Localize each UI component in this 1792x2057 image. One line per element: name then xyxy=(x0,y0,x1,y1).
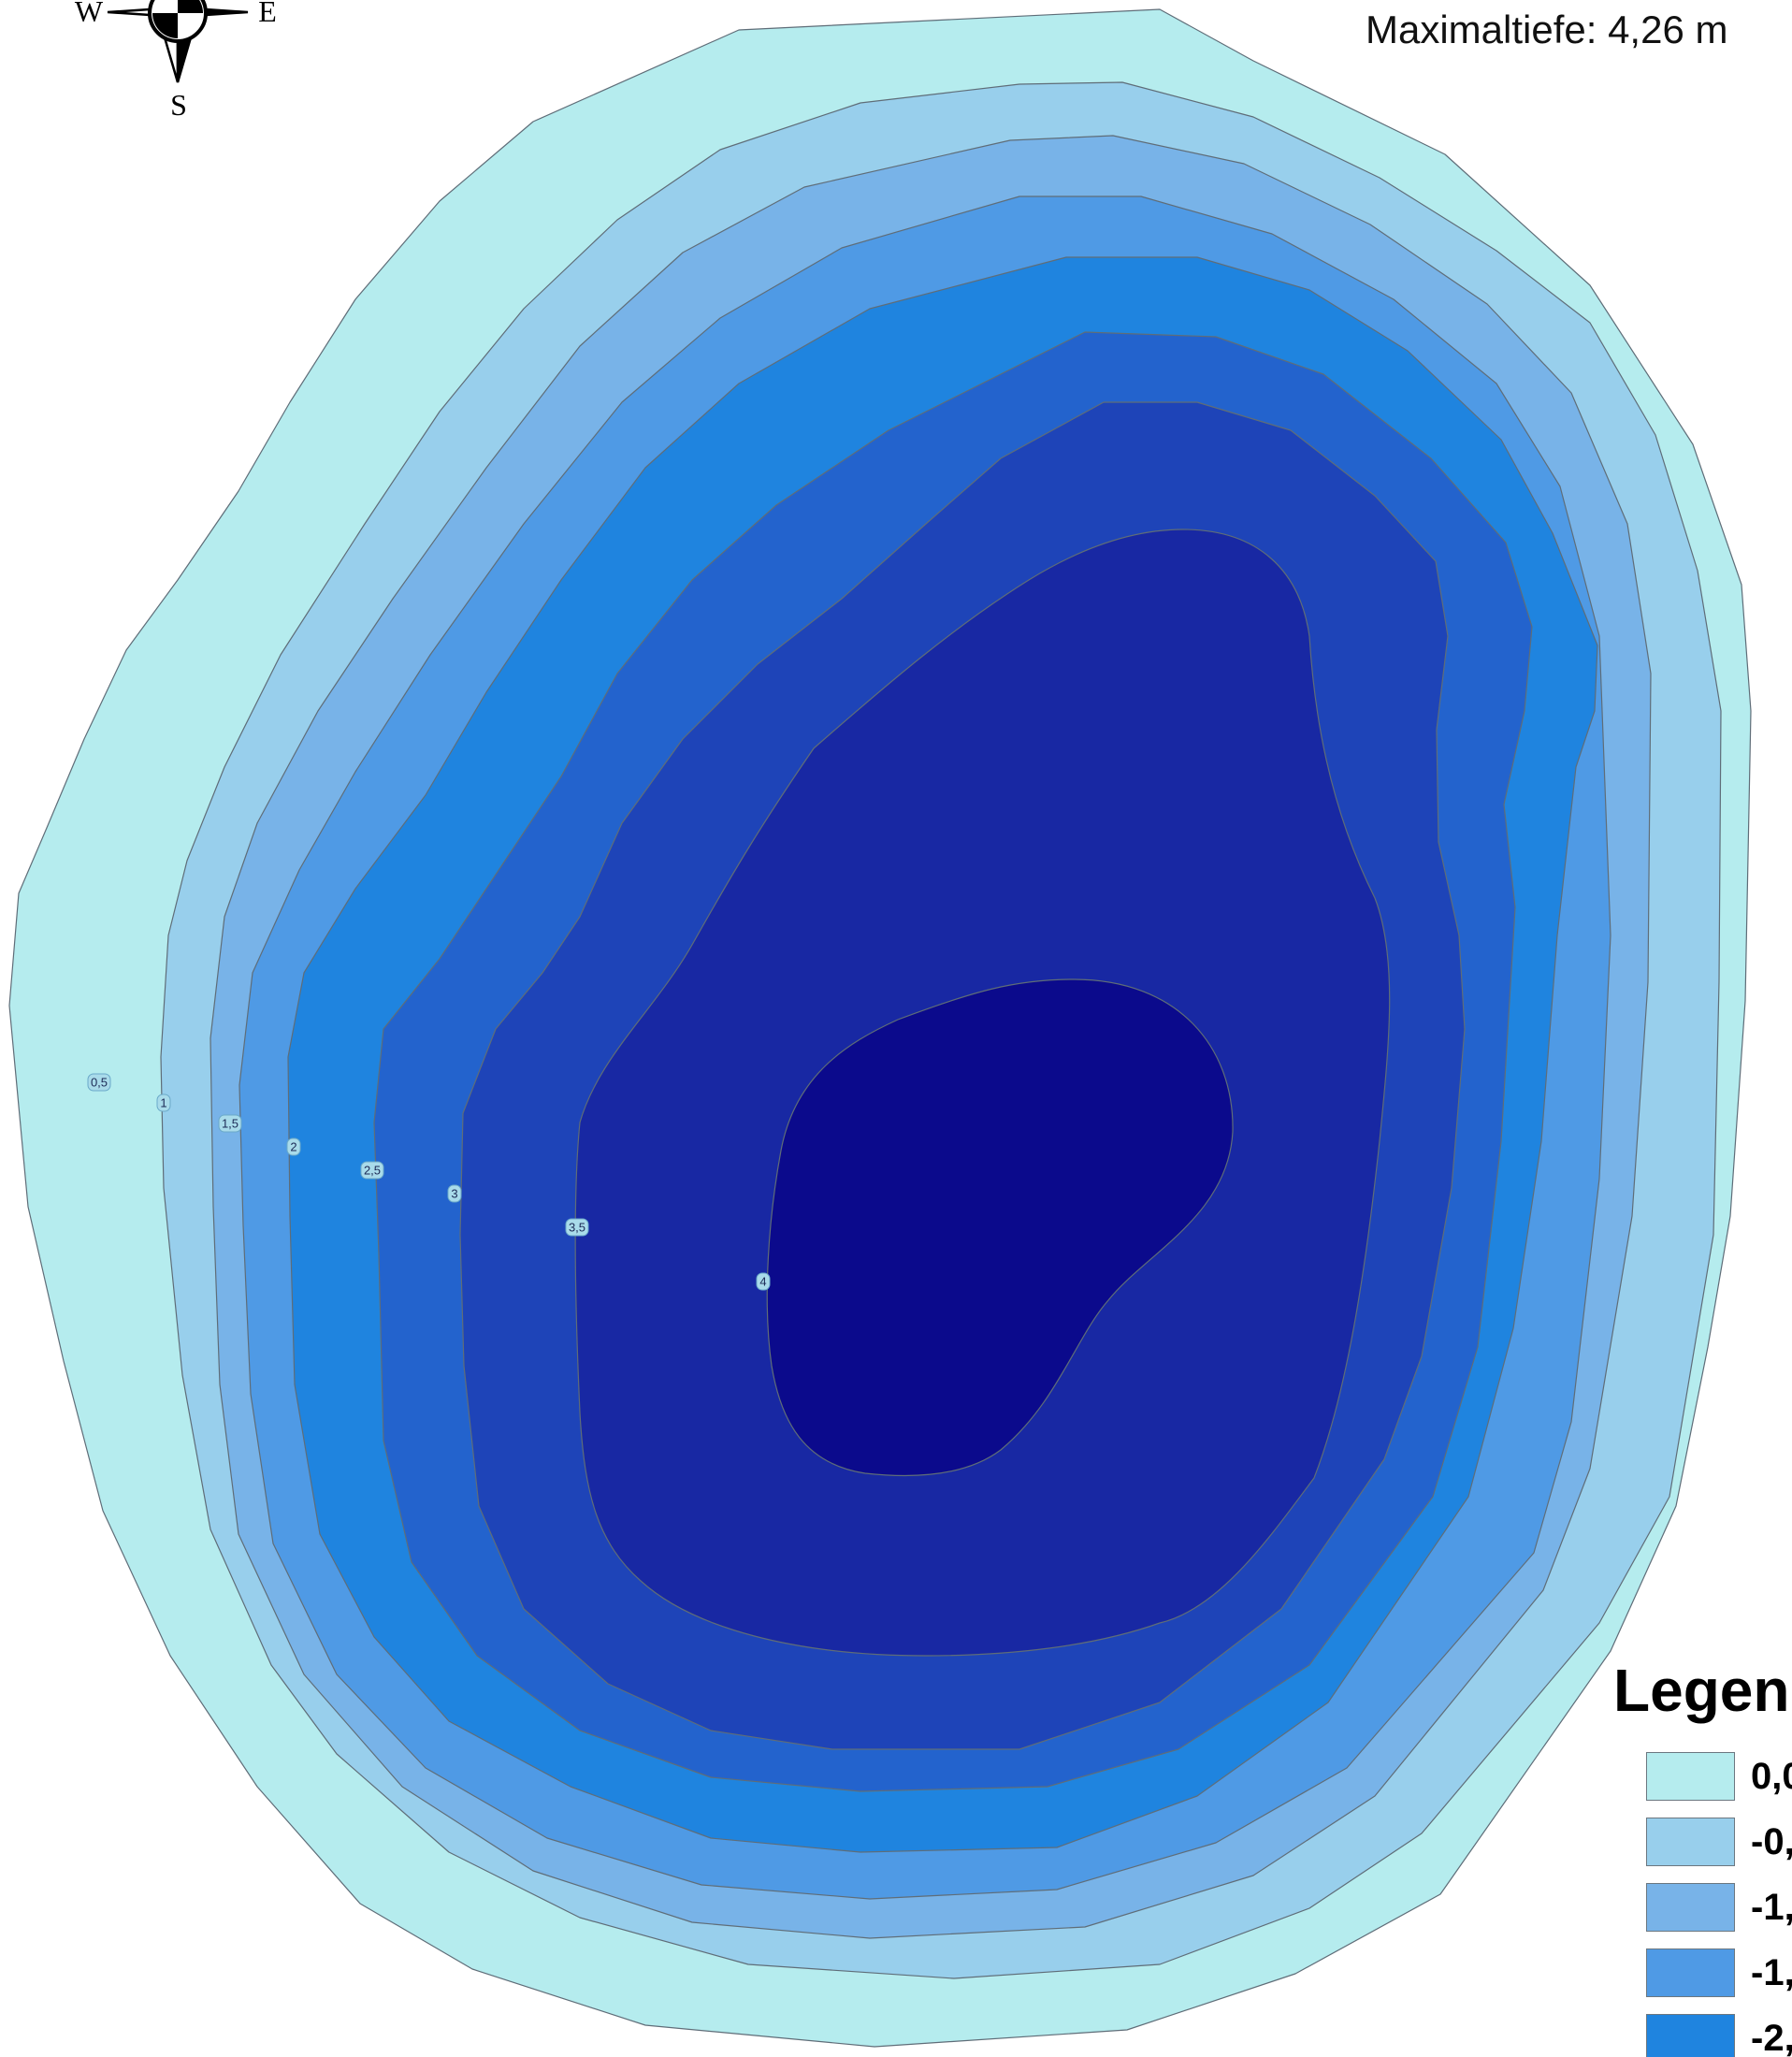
legend-swatch xyxy=(1646,1752,1735,1801)
legend-label: -0,5 xyxy=(1751,1821,1792,1862)
contour-label: 2,5 xyxy=(360,1161,384,1180)
depth-band-8 xyxy=(766,978,1234,1477)
compass-south-letter: S xyxy=(170,88,187,122)
contour-label-text: 1 xyxy=(160,1096,166,1110)
compass-west-letter: W xyxy=(75,0,104,28)
legend-label: 0,0 xyxy=(1751,1756,1792,1797)
contour-labels: 0,5 1 1,5 2 2,5 3 3,5 4 xyxy=(87,1073,771,1291)
legend-swatch xyxy=(1646,1948,1735,1997)
legend-swatch xyxy=(1646,1818,1735,1866)
max-depth-label: Maximaltiefe: 4,26 m xyxy=(1366,7,1728,51)
contour-label-background xyxy=(360,1161,384,1180)
contour-label-background xyxy=(218,1114,242,1133)
contour-label: 0,5 xyxy=(87,1073,111,1092)
contour-label-text: 2 xyxy=(290,1140,296,1154)
legend-item: 0,0 xyxy=(1646,1752,1792,1803)
contour-label-text: 3,5 xyxy=(569,1221,585,1235)
legend-swatch xyxy=(1646,1883,1735,1932)
contour-label-text: 4 xyxy=(759,1275,766,1289)
contour-label-background xyxy=(286,1137,301,1156)
contour-label-text: 0,5 xyxy=(91,1076,108,1090)
legend-label: -1,0 xyxy=(1751,1887,1792,1928)
contour-label: 3,5 xyxy=(565,1218,589,1237)
compass-south-arm-left xyxy=(163,36,180,83)
contour-label-text: 1,5 xyxy=(222,1117,238,1131)
contour-label-background xyxy=(156,1094,171,1112)
contour-label: 1,5 xyxy=(218,1114,242,1133)
contour-label: 4 xyxy=(756,1272,771,1291)
contour-label: 2 xyxy=(286,1137,301,1156)
compass-center-quadrant xyxy=(152,13,178,38)
contour-label: 3 xyxy=(447,1184,462,1203)
legend-item: -1,0 xyxy=(1646,1883,1792,1934)
legend-label: -2,0 xyxy=(1751,2018,1792,2057)
legend-item: -1,5 xyxy=(1646,1948,1792,1999)
legend-item: -2,0 xyxy=(1646,2014,1792,2057)
legend-swatch xyxy=(1646,2014,1735,2057)
legend-item: -0,5 xyxy=(1646,1818,1792,1868)
legend: Legend 0,0 -0,5 -1,0 -1,5 -2,0 xyxy=(1611,1656,1792,2057)
depth-contour-bands xyxy=(8,8,1752,2048)
legend-title: Legend xyxy=(1613,1657,1792,1724)
contour-label-background xyxy=(565,1218,589,1237)
contour-label-background xyxy=(87,1073,111,1092)
contour-label-background xyxy=(447,1184,462,1203)
contour-label-background xyxy=(756,1272,771,1291)
compass-south-arm-right xyxy=(176,36,193,83)
contour-label-text: 2,5 xyxy=(364,1164,381,1178)
compass-center-quadrant-2 xyxy=(178,0,203,13)
compass-rose: W E S xyxy=(75,0,277,122)
legend-label: -1,5 xyxy=(1751,1952,1792,1993)
compass-east-letter: E xyxy=(258,0,277,28)
contour-label-text: 3 xyxy=(451,1187,457,1201)
contour-label: 1 xyxy=(156,1094,171,1112)
